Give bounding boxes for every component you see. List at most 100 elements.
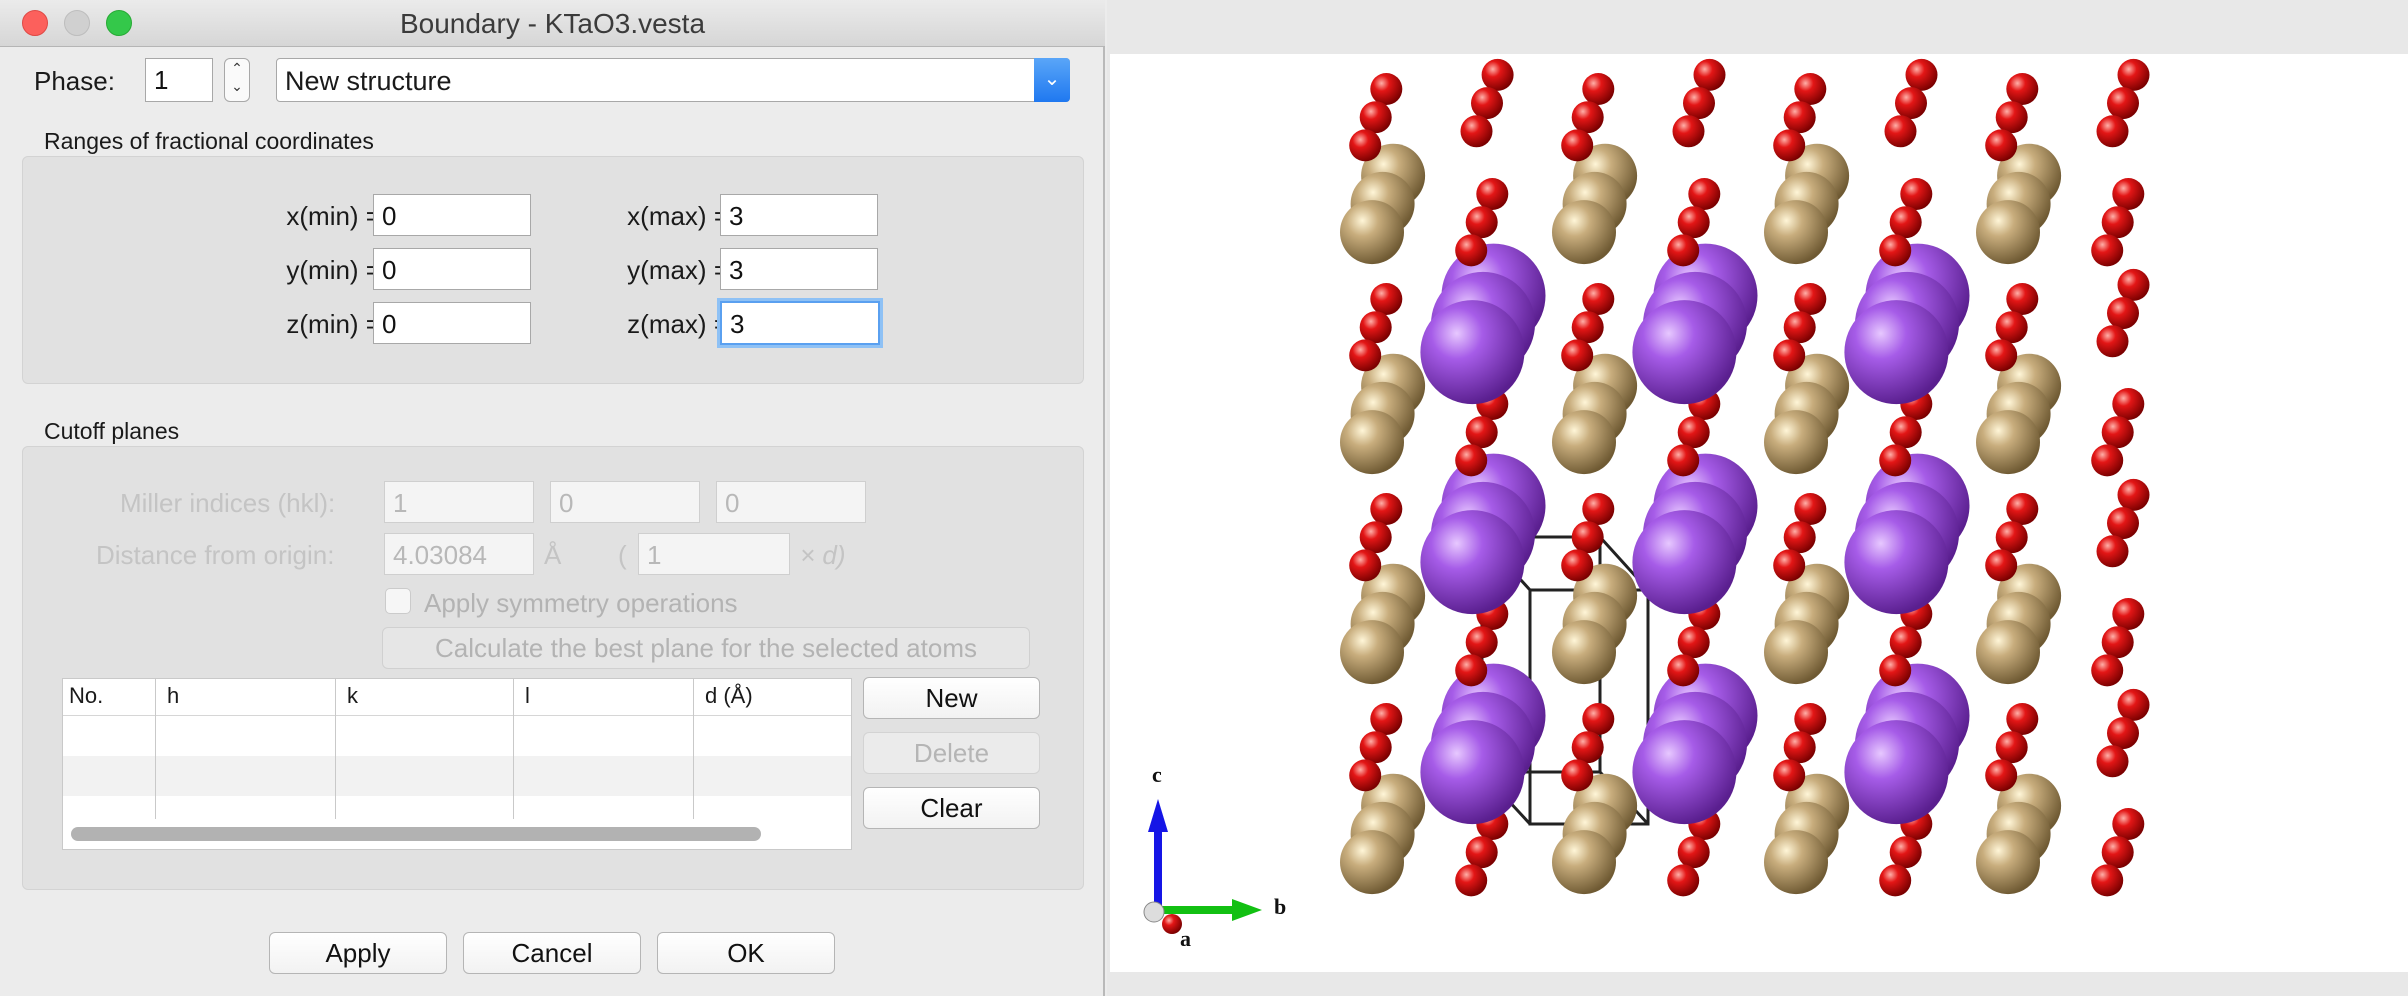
- o-atom[interactable]: [1773, 549, 1806, 582]
- o-atom[interactable]: [1677, 626, 1710, 659]
- table-row[interactable]: [63, 756, 851, 796]
- o-atom[interactable]: [1455, 654, 1488, 687]
- o-atom[interactable]: [1582, 703, 1615, 735]
- o-atom[interactable]: [1783, 311, 1816, 344]
- k-atom[interactable]: [1976, 410, 2040, 475]
- o-atom[interactable]: [1465, 836, 1498, 869]
- o-atom[interactable]: [1985, 129, 2018, 162]
- o-atom[interactable]: [1465, 206, 1498, 239]
- ta-atom[interactable]: [1632, 720, 1737, 825]
- o-atom[interactable]: [1561, 339, 1594, 372]
- o-atom[interactable]: [2117, 268, 2150, 301]
- o-atom[interactable]: [1571, 731, 1604, 764]
- k-atom[interactable]: [1340, 200, 1404, 265]
- o-atom[interactable]: [2101, 626, 2134, 659]
- o-atom[interactable]: [1995, 731, 2028, 764]
- o-atom[interactable]: [1349, 549, 1382, 582]
- o-atom[interactable]: [2117, 478, 2150, 511]
- o-atom[interactable]: [1985, 549, 2018, 582]
- k-atom[interactable]: [1340, 620, 1404, 685]
- o-atom[interactable]: [1481, 58, 1514, 91]
- k-atom[interactable]: [1764, 620, 1828, 685]
- o-atom[interactable]: [1995, 311, 2028, 344]
- o-atom[interactable]: [1693, 58, 1726, 91]
- ta-atom[interactable]: [1632, 300, 1737, 405]
- o-atom[interactable]: [2096, 115, 2129, 148]
- o-atom[interactable]: [1879, 234, 1912, 267]
- o-atom[interactable]: [1582, 283, 1615, 315]
- k-atom[interactable]: [1976, 830, 2040, 895]
- o-atom[interactable]: [2107, 87, 2139, 120]
- z-max-input[interactable]: 3: [720, 301, 880, 345]
- o-atom[interactable]: [2096, 535, 2129, 568]
- o-atom[interactable]: [2107, 297, 2139, 330]
- structure-canvas[interactable]: c b a: [1110, 54, 2408, 972]
- k-atom[interactable]: [1552, 830, 1616, 895]
- o-atom[interactable]: [1582, 493, 1615, 525]
- stepper-up-icon[interactable]: ⌃: [231, 60, 243, 76]
- o-atom[interactable]: [1667, 234, 1700, 267]
- o-atom[interactable]: [1879, 444, 1912, 477]
- ta-atom[interactable]: [1420, 510, 1525, 615]
- o-atom[interactable]: [1359, 521, 1392, 554]
- o-atom[interactable]: [1783, 101, 1816, 134]
- o-atom[interactable]: [2096, 745, 2129, 778]
- miller-h-input[interactable]: 1: [384, 481, 534, 523]
- o-atom[interactable]: [2112, 598, 2145, 630]
- o-atom[interactable]: [1349, 759, 1382, 792]
- y-max-input[interactable]: 3: [720, 248, 878, 290]
- o-atom[interactable]: [1465, 416, 1498, 449]
- symmetry-checkbox[interactable]: [385, 588, 411, 614]
- o-atom[interactable]: [1889, 626, 1922, 659]
- o-atom[interactable]: [1773, 129, 1806, 162]
- o-atom[interactable]: [1370, 283, 1403, 315]
- o-atom[interactable]: [2107, 507, 2139, 540]
- o-atom[interactable]: [1900, 178, 1933, 210]
- o-atom[interactable]: [1995, 101, 2028, 134]
- structure-select[interactable]: New structure ⌄: [276, 58, 1070, 102]
- o-atom[interactable]: [1667, 654, 1700, 687]
- o-atom[interactable]: [2112, 178, 2145, 210]
- table-row[interactable]: [63, 716, 851, 756]
- k-atom[interactable]: [1340, 830, 1404, 895]
- calculate-best-plane-button[interactable]: Calculate the best plane for the selecte…: [382, 627, 1030, 669]
- phase-stepper[interactable]: ⌃ ⌄: [224, 58, 250, 102]
- o-atom[interactable]: [2112, 808, 2145, 840]
- o-atom[interactable]: [1455, 444, 1488, 477]
- o-atom[interactable]: [1794, 283, 1827, 315]
- distance-multiplier-input[interactable]: 1: [638, 533, 790, 575]
- column-header-k[interactable]: k: [347, 683, 358, 708]
- o-atom[interactable]: [1672, 115, 1705, 148]
- ta-atom[interactable]: [1632, 510, 1737, 615]
- o-atom[interactable]: [1370, 703, 1403, 735]
- k-atom[interactable]: [1552, 620, 1616, 685]
- o-atom[interactable]: [1783, 521, 1816, 554]
- o-atom[interactable]: [1677, 206, 1710, 239]
- close-window-button[interactable]: [22, 10, 48, 36]
- k-atom[interactable]: [1340, 410, 1404, 475]
- o-atom[interactable]: [2117, 58, 2150, 91]
- o-atom[interactable]: [1783, 731, 1816, 764]
- k-atom[interactable]: [1976, 620, 2040, 685]
- zoom-window-button[interactable]: [106, 10, 132, 36]
- chevron-down-icon[interactable]: ⌄: [1034, 58, 1070, 102]
- o-atom[interactable]: [1688, 178, 1721, 210]
- new-plane-button[interactable]: New: [863, 677, 1040, 719]
- cutoff-planes-table[interactable]: No. h k l d (Å): [62, 678, 852, 850]
- o-atom[interactable]: [1359, 731, 1392, 764]
- o-atom[interactable]: [1571, 311, 1604, 344]
- o-atom[interactable]: [2112, 388, 2145, 420]
- o-atom[interactable]: [2096, 325, 2129, 358]
- o-atom[interactable]: [2006, 703, 2039, 735]
- o-atom[interactable]: [2101, 416, 2134, 449]
- o-atom[interactable]: [2091, 444, 2124, 477]
- o-atom[interactable]: [1677, 836, 1710, 869]
- o-atom[interactable]: [1895, 87, 1927, 120]
- o-atom[interactable]: [2006, 493, 2039, 525]
- phase-input[interactable]: 1: [145, 58, 213, 102]
- o-atom[interactable]: [1455, 864, 1488, 897]
- k-atom[interactable]: [1976, 200, 2040, 265]
- o-atom[interactable]: [1889, 836, 1922, 869]
- column-header-d[interactable]: d (Å): [705, 683, 753, 708]
- o-atom[interactable]: [2006, 73, 2039, 105]
